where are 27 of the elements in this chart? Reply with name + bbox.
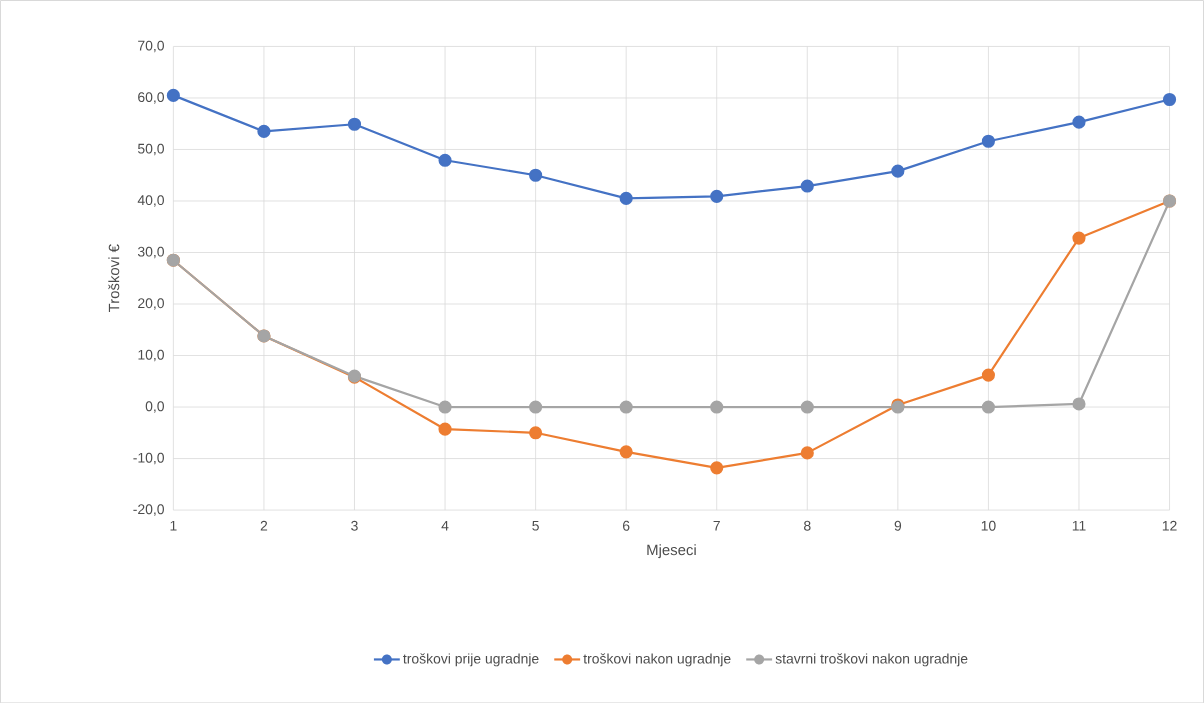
- y-tick-label: 50,0: [137, 143, 164, 156]
- y-tick-label: 20,0: [138, 298, 164, 310]
- y-tick-label: 10,0: [138, 349, 164, 362]
- y-tick-label: 70,0: [138, 40, 164, 52]
- legend-label: stavrni troškovi nakon ugradnje: [775, 653, 968, 667]
- x-tick-label: 4: [441, 520, 449, 531]
- x-tick-label: 11: [1072, 520, 1086, 531]
- y-tick-label: -20,0: [133, 504, 164, 516]
- y-tick-label: 0,0: [145, 401, 164, 413]
- x-tick-label: 12: [1162, 520, 1177, 531]
- x-axis-title: Mjeseci: [647, 544, 696, 558]
- x-tick-label: 6: [623, 520, 630, 531]
- y-tick-label: 60,0: [138, 91, 164, 104]
- x-tick-label: 1: [170, 520, 177, 531]
- y-tick-label: 30,0: [137, 246, 164, 259]
- y-axis-title: Troškovi €: [108, 244, 120, 312]
- x-tick-label: 2: [260, 520, 268, 531]
- legend-label: troškovi prije ugradnje: [403, 653, 539, 667]
- x-tick-label: 10: [981, 520, 996, 531]
- x-tick-label: 7: [713, 520, 720, 531]
- x-tick-label: 5: [532, 520, 539, 531]
- x-tick-label: 3: [351, 520, 358, 531]
- x-tick-label: 9: [894, 520, 902, 531]
- y-tick-label: 40,0: [137, 195, 164, 207]
- x-tick-label: 8: [804, 520, 811, 531]
- y-tick-label: -10,0: [133, 452, 164, 465]
- legend-label: troškovi nakon ugradnje: [583, 653, 731, 667]
